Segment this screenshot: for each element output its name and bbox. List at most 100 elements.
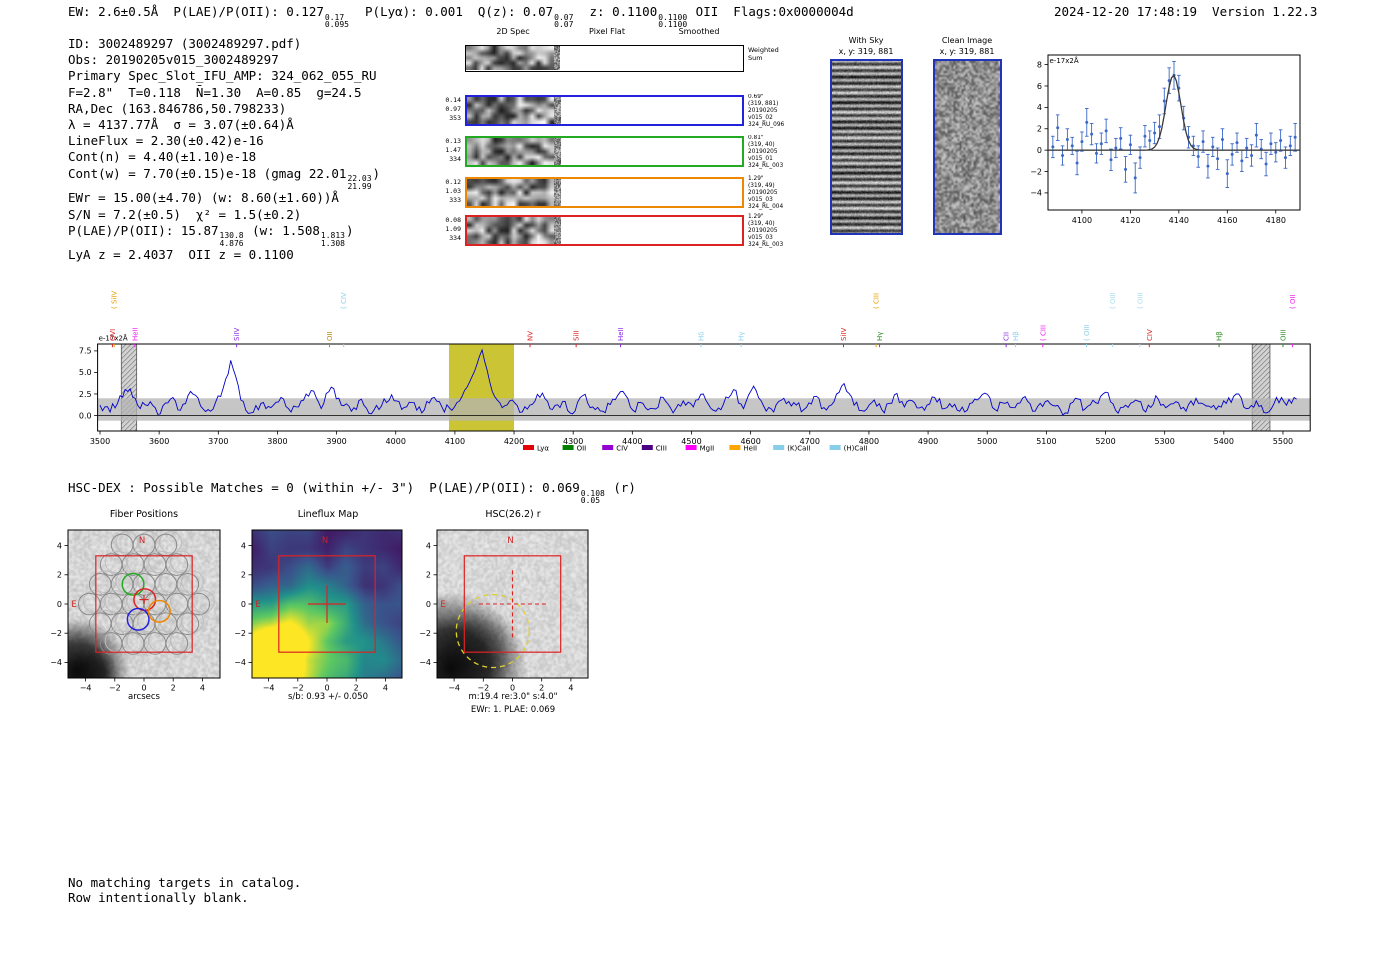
stacked-fraction: 0.108 0.05: [581, 489, 605, 505]
legend-label: (H)CaII: [844, 445, 868, 453]
spectrum-axes-box: [97, 343, 1311, 432]
data-point: [1216, 157, 1220, 161]
with-sky-xy: x, y: 319, 881: [838, 47, 894, 56]
fiber-cutout-row: [465, 136, 744, 167]
x-tick-label: 0: [141, 684, 146, 693]
line-marker-label: OIII: [1280, 329, 1288, 341]
legend-swatch: [685, 445, 697, 450]
data-point: [1162, 99, 1166, 103]
lineflux-panel-xlabel: s/b: 0.93 +/- 0.050: [288, 692, 368, 702]
fiber-weight-value: 334: [449, 155, 461, 163]
data-point: [1269, 142, 1273, 146]
fiber-weight-value: 0.14: [445, 96, 461, 104]
x-tick-label: 4: [200, 684, 205, 693]
y-tick-label: 4: [241, 541, 246, 550]
data-point: [1104, 129, 1108, 133]
hatch-line: [1251, 371, 1271, 390]
stacked-fraction: 0.07 0.07: [554, 12, 574, 29]
line-marker-label: ( OIII: [1083, 324, 1091, 341]
fiber-weight-values: 0.12 1.03 333: [430, 178, 461, 205]
weighted-smoothed-image: [466, 46, 554, 70]
stacked-fraction: 0.1100 0.1100: [658, 13, 687, 29]
info-line: EWr = 15.00(±4.70) (w: 8.60(±1.60))Å: [68, 190, 380, 206]
line-marker-label: NV: [527, 331, 535, 341]
panel-title-hsc-r: HSC(26.2) r: [485, 509, 541, 520]
spectrum-line: [99, 348, 1297, 416]
lineflux-map-overlay: −4 −4 −2 −2 0 0 2 2 4 4 N E: [234, 529, 403, 693]
text-run: Cont(w) = 7.70(±0.15)e-18 (gmag 22.01: [68, 165, 347, 181]
weighted-sum-label: Weighted Sum: [748, 46, 779, 62]
line-marker-label: ( OII: [1289, 294, 1297, 309]
y-tick-label: 2: [426, 571, 431, 580]
text-run: S/N = 7.2(±0.5) χ² = 1.5(±0.2): [68, 206, 302, 222]
line-marker-label: SiII: [573, 330, 581, 341]
line-marker-label: ( SiIV: [111, 291, 119, 309]
info-line: Cont(n) = 4.40(±1.10)e-18: [68, 149, 380, 165]
hatch-line: [121, 363, 137, 380]
text-run: ID: 3002489297 (3002489297.pdf): [68, 36, 302, 51]
line-marker-label: SiIV: [840, 328, 848, 341]
fraction-bottom: 0.095: [324, 20, 349, 30]
info-line: F=2.8" T=0.118 N̄=1.30 A=0.85 g=24.5: [68, 85, 380, 101]
data-point: [1075, 161, 1079, 165]
weighted-sum-strip: [465, 45, 744, 72]
with-sky-title: With Sky: [848, 36, 884, 45]
data-point: [1094, 151, 1098, 155]
fiber-id-text-line: 1.29": [748, 214, 764, 220]
fraction-top: 130.8: [219, 231, 244, 241]
text-run: EWr = 15.00(±4.70) (w: 8.60(±1.60))Å: [68, 190, 339, 206]
data-point: [1201, 140, 1205, 144]
y-tick-label: 0: [241, 600, 246, 609]
data-point: [1250, 153, 1254, 157]
x-tick-label: 5000: [977, 437, 997, 446]
data-point: [1056, 126, 1060, 130]
hsc-panel-xlabel: m:19.4 re:3.0" s:4.0": [468, 692, 558, 702]
data-point: [1211, 145, 1215, 149]
panel-axes-box: [436, 529, 589, 679]
data-point: [1114, 146, 1118, 150]
fraction-bottom: 21.99: [347, 181, 372, 191]
legend-swatch: [562, 445, 574, 450]
hatch-line: [121, 378, 137, 395]
x-tick-label: 0: [510, 684, 515, 693]
line-marker-label: ( CIV: [340, 292, 348, 309]
extraction-box: [278, 555, 376, 653]
fiber-smoothed-image: [467, 97, 554, 124]
y-tick-label: 2: [57, 571, 62, 580]
fraction-top: 1.813: [320, 231, 345, 241]
fiber-weight-value: 1.09: [445, 225, 461, 233]
legend-swatch: [729, 445, 741, 450]
fiber-id-text-line: 0.69": [748, 94, 764, 100]
text-run: ): [372, 165, 381, 181]
y-tick-label: −4: [419, 658, 431, 667]
fiber-id-text-line: 20190205: [748, 227, 778, 234]
north-label: N: [322, 536, 328, 546]
east-label: E: [440, 600, 445, 610]
data-point: [1124, 167, 1128, 171]
text-run: Primary Spec_Slot_IFU_AMP: 324_062_055_R…: [68, 68, 377, 84]
line-marker-label: Hδ: [697, 331, 705, 341]
fiber-id-text-line: 324_RL_003: [748, 241, 784, 248]
x-tick-label: 4: [383, 684, 388, 693]
fiber-circle: [165, 632, 189, 655]
data-point: [1070, 144, 1074, 148]
hatch-line: [124, 418, 137, 432]
data-point: [1167, 79, 1171, 83]
info-line: Primary Spec_Slot_IFU_AMP: 324_062_055_R…: [68, 68, 380, 84]
y-tick-label: −4: [1030, 189, 1042, 198]
hsc-panel-xlabel2: EWr: 1. PLAE: 0.069: [470, 705, 556, 715]
fiber-id-text: 0.81" (319, 40) 20190205 v015_01 324_RL_003: [748, 135, 783, 170]
x-tick-label: 4200: [504, 437, 524, 446]
x-tick-label: −2: [109, 684, 121, 693]
fraction-top: 0.07: [554, 12, 574, 22]
x-tick-label: 4120: [1120, 216, 1140, 225]
data-point: [1235, 141, 1239, 145]
data-point: [1225, 172, 1229, 176]
fiber-circle: [176, 572, 200, 596]
y-tick-label: 2.5: [79, 390, 92, 399]
y-tick-label: 0: [426, 600, 431, 609]
fit-ylabel: e-17x2Å: [1050, 56, 1079, 65]
timestamp-version: 2024-12-20 17:48:19 Version 1.22.3: [1054, 4, 1318, 19]
y-tick-label: 0: [57, 600, 62, 609]
